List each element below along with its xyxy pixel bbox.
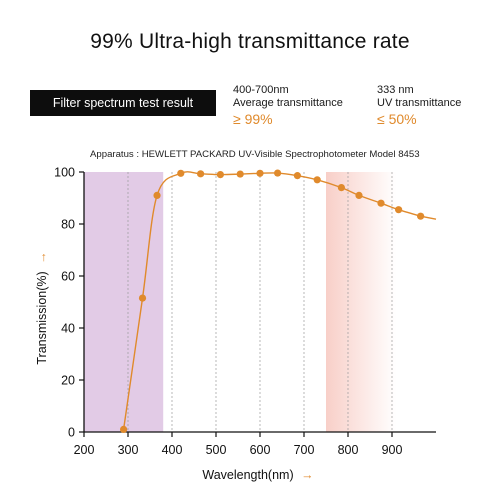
x-tick-label: 400 bbox=[162, 443, 183, 457]
data-point bbox=[293, 172, 301, 180]
x-tick-label: 200 bbox=[74, 443, 95, 457]
ir-band bbox=[326, 172, 397, 432]
spec-visible: 400-700nm Average transmittance ≥ 99% bbox=[233, 84, 343, 128]
data-point bbox=[417, 212, 425, 220]
x-axis-arrow: → bbox=[301, 468, 314, 482]
spec-visible-label: Average transmittance bbox=[233, 97, 343, 109]
x-axis-title: Wavelength(nm) bbox=[202, 468, 293, 482]
spec-visible-value: ≥ 99% bbox=[233, 111, 273, 127]
data-point bbox=[236, 170, 244, 178]
data-point bbox=[313, 176, 321, 184]
data-point bbox=[256, 169, 264, 177]
data-point bbox=[138, 294, 147, 302]
x-tick-label: 800 bbox=[338, 443, 359, 457]
y-tick-label: 0 bbox=[68, 426, 75, 440]
data-point bbox=[395, 206, 403, 214]
spec-uv: 333 nm UV transmittance ≤ 50% bbox=[377, 84, 461, 128]
y-axis-title: Transmission(%) bbox=[35, 271, 49, 364]
y-tick-label: 40 bbox=[61, 322, 75, 336]
x-axis-label: Wavelength(nm) → bbox=[202, 468, 313, 482]
y-axis-arrow: → bbox=[35, 251, 49, 264]
data-point bbox=[153, 191, 161, 199]
y-tick-label: 60 bbox=[61, 270, 75, 284]
spec-uv-range: 333 nm bbox=[377, 84, 414, 96]
spec-uv-value: ≤ 50% bbox=[377, 111, 417, 127]
test-result-badge: Filter spectrum test result bbox=[30, 90, 216, 116]
spec-uv-label: UV transmittance bbox=[377, 97, 462, 109]
y-tick-label: 80 bbox=[61, 218, 75, 232]
uv-band bbox=[84, 172, 164, 432]
transmission-chart: Apparatus : HEWLETT PACKARD UV-Visible S… bbox=[35, 149, 437, 482]
apparatus-note: Apparatus : HEWLETT PACKARD UV-Visible S… bbox=[90, 149, 420, 160]
data-point bbox=[177, 169, 185, 177]
data-point bbox=[377, 199, 385, 207]
data-point bbox=[120, 425, 128, 433]
x-tick-label: 900 bbox=[382, 443, 403, 457]
x-tick-label: 300 bbox=[118, 443, 139, 457]
data-point bbox=[274, 169, 282, 177]
y-tick-label: 20 bbox=[61, 374, 75, 388]
x-tick-label: 500 bbox=[206, 443, 227, 457]
y-tick-label: 100 bbox=[54, 166, 75, 180]
y-axis-label: Transmission(%) → bbox=[35, 251, 49, 364]
data-point bbox=[216, 171, 224, 179]
x-tick-label: 600 bbox=[250, 443, 271, 457]
x-tick-label: 700 bbox=[294, 443, 315, 457]
data-point bbox=[337, 184, 345, 192]
data-point bbox=[355, 191, 363, 199]
data-point bbox=[197, 170, 205, 178]
spec-visible-range: 400-700nm bbox=[233, 84, 289, 96]
page-title: 99% Ultra-high transmittance rate bbox=[90, 30, 410, 53]
